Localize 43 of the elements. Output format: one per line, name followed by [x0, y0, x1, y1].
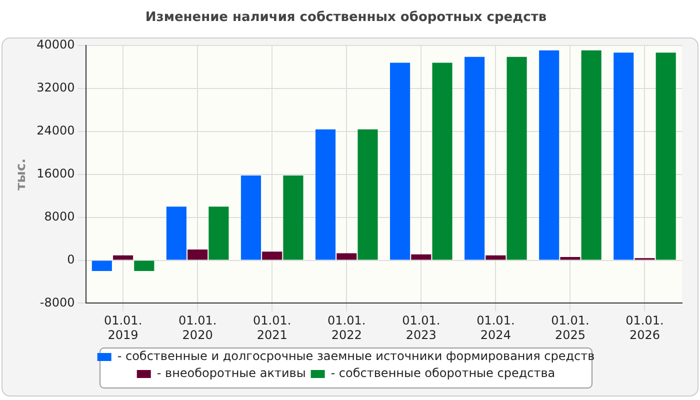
bar [134, 260, 154, 271]
y-tick-label: -8000 [40, 295, 75, 310]
bar [188, 250, 208, 260]
bar [432, 62, 452, 260]
bar [560, 257, 580, 260]
x-tick-label: 01.01. 2022 [328, 314, 366, 342]
bar [283, 175, 304, 260]
bar [315, 129, 336, 260]
y-tick-label: 16000 [36, 166, 75, 181]
bar [240, 175, 262, 260]
legend-label: - собственные и долгосрочные заемные источники формирования средств [117, 349, 595, 364]
bar [336, 253, 357, 260]
bar [486, 255, 506, 260]
x-tick-label: 01.01. 2021 [253, 314, 292, 342]
bar [262, 252, 282, 260]
x-tick-label: 01.01. 2026 [626, 314, 664, 342]
legend-label: - внеоборотные активы [156, 366, 306, 380]
bar [581, 50, 602, 260]
bar [464, 56, 485, 260]
bar [92, 260, 112, 271]
y-tick-label: 8000 [44, 209, 75, 224]
chart-title: Изменение наличия собственных оборотных средств [145, 10, 547, 26]
y-tick-label: 40000 [36, 38, 75, 52]
bar [506, 56, 527, 260]
y-tick-label: 24000 [36, 124, 75, 138]
bar [208, 206, 229, 260]
x-tick-label: 01.01. 2019 [104, 314, 142, 342]
bar [166, 206, 186, 260]
bar [411, 254, 432, 260]
y-axis-title: тыс. [14, 158, 30, 190]
bar [358, 129, 378, 260]
legend-label: - собственные оборотные средства [330, 366, 556, 380]
x-tick-label: 01.01. 2025 [551, 314, 590, 342]
bar [614, 52, 634, 260]
bar [113, 255, 134, 260]
y-tick-label: 32000 [36, 80, 75, 95]
x-tick-label: 01.01. 2020 [178, 314, 217, 342]
bar [390, 62, 410, 260]
bar [656, 52, 676, 260]
y-tick-label: 0 [67, 252, 75, 266]
x-tick-label: 01.01. 2024 [476, 314, 515, 342]
x-tick-label: 01.01. 2023 [402, 314, 440, 342]
bar [539, 50, 560, 260]
